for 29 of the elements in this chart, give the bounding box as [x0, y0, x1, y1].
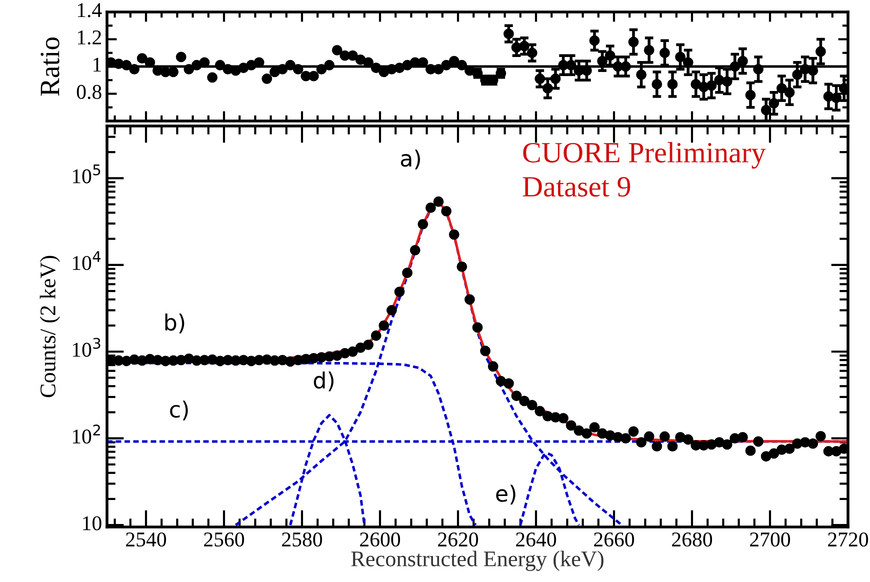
x-tick-label: 2700	[750, 532, 790, 547]
x-tick-label: 2720	[828, 532, 868, 547]
y-axis-title: Counts/ (2 keV)	[40, 256, 60, 398]
x-tick-label: 2680	[672, 532, 712, 547]
x-axis-title: Reconstructed Energy (keV)	[351, 550, 604, 571]
annotation: d)	[314, 371, 334, 392]
x-tick-label: 2640	[516, 532, 556, 547]
x-tick-label: 2540	[126, 532, 166, 547]
x-tick-label: 2600	[360, 532, 400, 547]
annotation: b)	[165, 314, 184, 334]
y-tick-label: 1.2	[78, 30, 101, 45]
x-tick-label: 2560	[204, 532, 244, 547]
annotation: e)	[496, 484, 516, 505]
annotation: Dataset 9	[522, 177, 630, 197]
annotation: a)	[400, 150, 420, 170]
annotation: c)	[170, 400, 188, 420]
y-tick-label: 10$^{4}$	[72, 251, 101, 270]
y-tick-label: 10$^{2}$	[72, 424, 100, 444]
y-tick-label: 10	[83, 516, 102, 530]
x-tick-label: 2660	[594, 532, 634, 547]
y-tick-label: 1	[94, 58, 101, 72]
y-tick-label: 1.4	[78, 3, 102, 18]
y-tick-label: 0.8	[76, 84, 102, 100]
y-axis-title: Ratio	[40, 37, 60, 96]
y-tick-label: 10$^{3}$	[72, 338, 100, 357]
annotation: CUORE Preliminary	[523, 142, 766, 169]
x-tick-label: 2580	[282, 532, 322, 547]
y-tick-label: 10$^{5}$	[72, 164, 100, 184]
x-tick-label: 2620	[438, 532, 478, 547]
